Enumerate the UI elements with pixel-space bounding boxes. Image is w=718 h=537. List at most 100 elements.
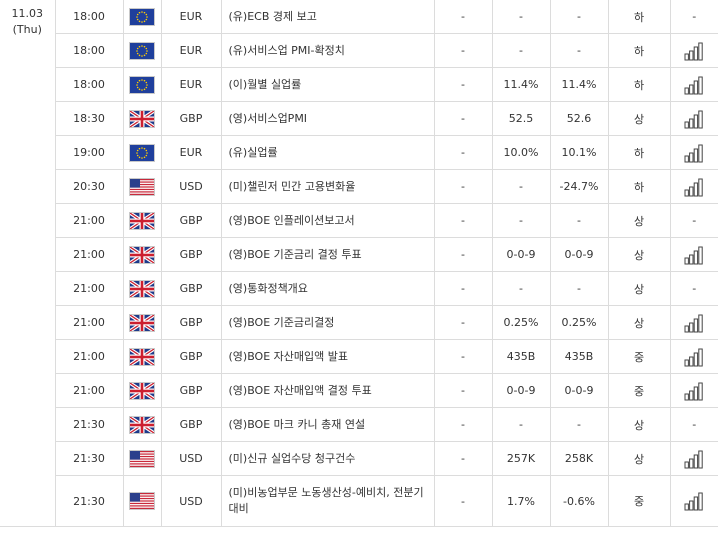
- calendar-row: 21:00 GBP (영)BOE 자산매입액 발표 -435B 435B 중: [0, 339, 718, 374]
- event-name: (유)실업률: [221, 135, 435, 170]
- actual-cell: -: [434, 271, 493, 306]
- forecast-cell: -: [492, 0, 551, 34]
- uk-flag-icon: [129, 245, 155, 264]
- uk-flag-icon: [129, 279, 155, 298]
- previous-cell: -0.6%: [550, 475, 609, 527]
- flag-cell: [123, 305, 162, 340]
- actual-cell: -: [434, 475, 493, 527]
- bar-chart-icon[interactable]: [684, 491, 704, 511]
- importance-cell: 상: [608, 441, 671, 476]
- chart-cell: [670, 373, 718, 408]
- bar-chart-icon[interactable]: [684, 313, 704, 333]
- previous-cell: 52.6: [550, 101, 609, 136]
- forecast-cell: -: [492, 33, 551, 68]
- flag-cell: [123, 441, 162, 476]
- bar-chart-icon[interactable]: [684, 449, 704, 469]
- previous-cell: -: [550, 407, 609, 442]
- uk-flag-icon: [129, 381, 155, 400]
- previous-cell: 435B: [550, 339, 609, 374]
- event-name: (유)ECB 경제 보고: [221, 0, 435, 34]
- calendar-row: 19:00 EUR (유)실업률 -10.0% 10.1% 하: [0, 135, 718, 170]
- bar-chart-icon[interactable]: [684, 109, 704, 129]
- importance-cell: 하: [608, 169, 671, 204]
- importance-cell: 상: [608, 305, 671, 340]
- importance-cell: 중: [608, 339, 671, 374]
- time-cell: 21:30: [55, 475, 124, 527]
- currency-cell: EUR: [161, 67, 222, 102]
- flag-cell: [123, 101, 162, 136]
- event-name: (미)신규 실업수당 청구건수: [221, 441, 435, 476]
- importance-cell: 상: [608, 271, 671, 306]
- flag-cell: [123, 237, 162, 272]
- event-name: (영)BOE 기준금리결정: [221, 305, 435, 340]
- eu-flag-icon: [129, 143, 155, 162]
- previous-cell: -: [550, 203, 609, 238]
- flag-cell: [123, 407, 162, 442]
- actual-cell: -: [434, 407, 493, 442]
- calendar-row: 18:30 GBP (영)서비스업PMI -52.5 52.6 상: [0, 101, 718, 136]
- eu-flag-icon: [129, 75, 155, 94]
- currency-cell: EUR: [161, 33, 222, 68]
- time-cell: 18:00: [55, 67, 124, 102]
- bar-chart-icon[interactable]: [684, 347, 704, 367]
- event-name: (영)BOE 자산매입액 발표: [221, 339, 435, 374]
- event-name: (영)통화정책개요: [221, 271, 435, 306]
- uk-flag-icon: [129, 313, 155, 332]
- calendar-row: 21:00 GBP (영)BOE 자산매입액 결정 투표 -0-0-9 0-0-9 중: [0, 373, 718, 408]
- importance-cell: 상: [608, 203, 671, 238]
- time-cell: 18:00: [55, 0, 124, 34]
- forecast-cell: -: [492, 271, 551, 306]
- forecast-cell: 11.4%: [492, 67, 551, 102]
- time-cell: 18:00: [55, 33, 124, 68]
- currency-cell: USD: [161, 169, 222, 204]
- actual-cell: -: [434, 305, 493, 340]
- actual-cell: -: [434, 441, 493, 476]
- bar-chart-icon[interactable]: [684, 75, 704, 95]
- bar-chart-icon[interactable]: [684, 177, 704, 197]
- importance-cell: 하: [608, 135, 671, 170]
- forecast-cell: 1.7%: [492, 475, 551, 527]
- chart-cell: [670, 305, 718, 340]
- actual-cell: -: [434, 0, 493, 34]
- actual-cell: -: [434, 169, 493, 204]
- uk-flag-icon: [129, 109, 155, 128]
- importance-cell: 하: [608, 33, 671, 68]
- previous-cell: 11.4%: [550, 67, 609, 102]
- bar-chart-icon[interactable]: [684, 381, 704, 401]
- eu-flag-icon: [129, 41, 155, 60]
- calendar-row: 21:30 USD (미)비농업부문 노동생산성-예비치, 전분기대비 -1.7% -0…: [0, 475, 718, 527]
- bar-chart-icon[interactable]: [684, 143, 704, 163]
- bar-chart-icon[interactable]: [684, 245, 704, 265]
- currency-cell: USD: [161, 475, 222, 527]
- currency-cell: EUR: [161, 0, 222, 34]
- date-day: 11.03: [11, 7, 44, 20]
- us-flag-icon: [129, 177, 155, 196]
- currency-cell: GBP: [161, 305, 222, 340]
- previous-cell: -: [550, 33, 609, 68]
- actual-cell: -: [434, 135, 493, 170]
- actual-cell: -: [434, 203, 493, 238]
- flag-cell: [123, 271, 162, 306]
- time-cell: 21:00: [55, 373, 124, 408]
- previous-cell: -: [550, 0, 609, 34]
- previous-cell: -24.7%: [550, 169, 609, 204]
- currency-cell: EUR: [161, 135, 222, 170]
- calendar-row: 18:00 EUR (유)서비스업 PMI-확정치 - - - 하: [0, 33, 718, 68]
- importance-cell: 상: [608, 101, 671, 136]
- chart-cell: -: [670, 203, 718, 238]
- forecast-cell: 10.0%: [492, 135, 551, 170]
- bar-chart-icon[interactable]: [684, 41, 704, 61]
- uk-flag-icon: [129, 211, 155, 230]
- time-cell: 18:30: [55, 101, 124, 136]
- flag-cell: [123, 339, 162, 374]
- calendar-row: 21:00 GBP (영)통화정책개요 - - - 상 -: [0, 271, 718, 306]
- flag-cell: [123, 135, 162, 170]
- flag-cell: [123, 33, 162, 68]
- currency-cell: GBP: [161, 373, 222, 408]
- event-name: (미)비농업부문 노동생산성-예비치, 전분기대비: [221, 475, 435, 527]
- event-name: (미)챌린저 민간 고용변화율: [221, 169, 435, 204]
- chart-cell: [670, 101, 718, 136]
- us-flag-icon: [129, 449, 155, 468]
